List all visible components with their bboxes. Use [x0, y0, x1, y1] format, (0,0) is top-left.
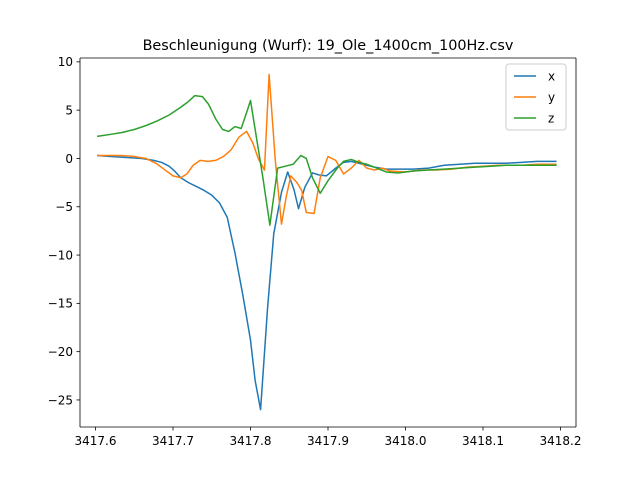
x-tick-label: 3417.7 — [152, 434, 194, 448]
y-tick-label: −10 — [48, 248, 73, 262]
y-axis: 10 5 0 −5 −10 −15 −20 −25 — [48, 55, 80, 407]
x-tick-label: 3417.9 — [307, 434, 349, 448]
y-tick-label: −25 — [48, 393, 73, 407]
legend: xyz — [505, 63, 567, 131]
y-tick-label: 0 — [65, 152, 73, 166]
x-axis: 3417.6 3417.7 3417.8 3417.9 3418.0 3418.1 3418… — [75, 427, 582, 448]
y-tick-label: −5 — [55, 200, 73, 214]
chart-title: Beschleunigung (Wurf): 19_Ole_1400cm_100… — [143, 38, 514, 54]
x-tick-label: 3418.0 — [385, 434, 427, 448]
legend-label-x: x — [548, 69, 555, 83]
legend-label-y: y — [548, 90, 555, 104]
legend-label-z: z — [548, 111, 554, 125]
x-tick-label: 3418.1 — [462, 434, 504, 448]
y-tick-label: 5 — [65, 103, 73, 117]
x-tick-label: 3417.6 — [75, 434, 117, 448]
y-tick-label: −20 — [48, 345, 73, 359]
y-tick-label: −15 — [48, 297, 73, 311]
series-layer — [96, 73, 557, 411]
x-tick-label: 3417.8 — [230, 434, 272, 448]
series-line-z — [96, 94, 557, 226]
series-line-x — [97, 154, 557, 411]
x-tick-label: 3418.2 — [540, 434, 582, 448]
y-tick-label: 10 — [58, 55, 73, 69]
